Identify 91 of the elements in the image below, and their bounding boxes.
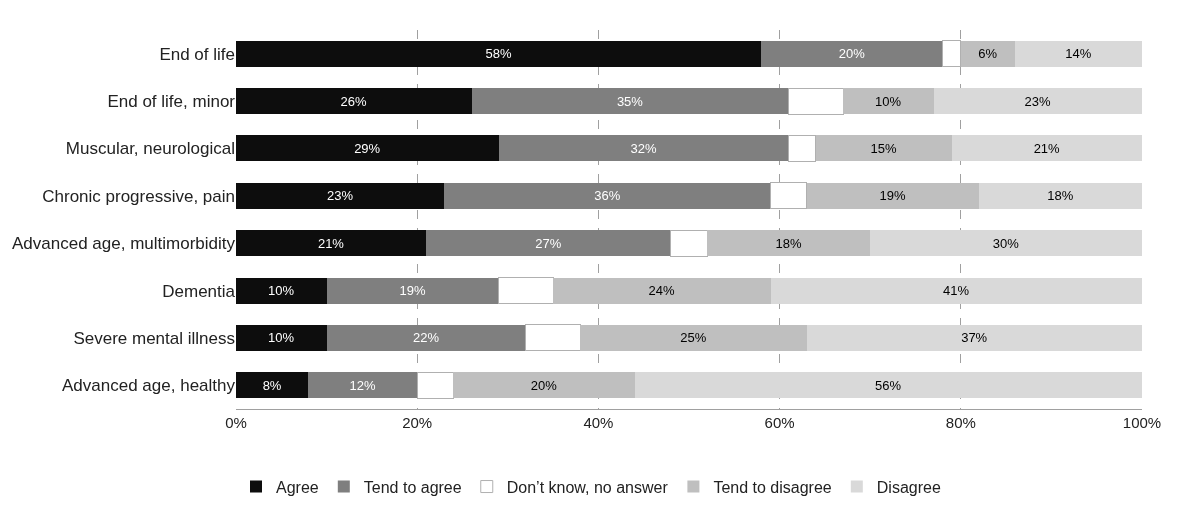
bar xyxy=(236,230,427,257)
data-label: 19% xyxy=(879,188,907,204)
data-label: 27% xyxy=(535,235,562,251)
data-label: 22% xyxy=(413,330,440,346)
bar xyxy=(471,88,789,115)
data-label: 12% xyxy=(349,377,377,393)
bar xyxy=(326,324,526,351)
data-label: 36% xyxy=(594,188,621,204)
bar xyxy=(498,135,789,162)
bar xyxy=(843,88,934,115)
bar xyxy=(806,324,1142,351)
legend-label: Tend to disagree xyxy=(713,478,832,496)
data-label: 10% xyxy=(268,330,295,346)
x-tick-label: 80% xyxy=(945,414,976,431)
bar xyxy=(236,88,472,115)
data-label: 25% xyxy=(680,330,707,346)
x-tick-label: 100% xyxy=(1122,414,1162,431)
bar xyxy=(498,277,554,305)
data-label: 20% xyxy=(838,46,866,62)
bar xyxy=(634,372,1142,399)
bar xyxy=(707,230,871,257)
bar xyxy=(236,135,499,162)
legend-label: Agree xyxy=(276,478,319,496)
bar xyxy=(416,371,454,399)
data-label: 18% xyxy=(1047,188,1074,204)
bar xyxy=(525,324,581,352)
data-label: 19% xyxy=(399,283,426,299)
bar xyxy=(426,230,671,257)
bar xyxy=(870,230,1142,257)
bar xyxy=(951,135,1142,162)
y-tick-label: Severe mental illness xyxy=(73,328,235,348)
x-tick-label: 60% xyxy=(764,414,795,431)
bar xyxy=(444,182,771,209)
bar xyxy=(453,372,635,399)
data-label: 23% xyxy=(1024,93,1052,109)
bar xyxy=(236,182,445,209)
data-label: 20% xyxy=(530,377,558,393)
y-tick-label: Dementia xyxy=(162,281,236,301)
data-label: 18% xyxy=(775,235,802,251)
legend-label: Tend to agree xyxy=(363,478,462,496)
bar xyxy=(788,87,844,115)
data-label: 10% xyxy=(875,93,902,109)
y-tick-label: Chronic progressive, pain xyxy=(42,186,235,206)
bar xyxy=(960,40,1016,67)
data-label: 32% xyxy=(630,140,657,156)
bar xyxy=(933,88,1142,115)
bar xyxy=(978,182,1142,209)
data-label: 21% xyxy=(1033,140,1061,156)
bar xyxy=(670,229,708,257)
data-label: 35% xyxy=(616,93,644,109)
data-label: 29% xyxy=(354,140,381,156)
bar xyxy=(942,40,962,68)
bar xyxy=(788,134,817,162)
y-tick-label: Muscular, neurological xyxy=(65,139,235,159)
y-tick-label: Advanced age, multimorbidity xyxy=(11,234,236,254)
data-label: 37% xyxy=(961,330,988,346)
bar xyxy=(553,277,771,304)
data-label: 24% xyxy=(648,283,676,299)
x-tick-label: 40% xyxy=(583,414,614,431)
data-label: 30% xyxy=(992,235,1020,251)
data-label: 26% xyxy=(340,93,368,109)
x-tick-label: 0% xyxy=(225,414,247,431)
bar xyxy=(1015,40,1142,67)
bar xyxy=(308,372,418,399)
data-label: 8% xyxy=(262,377,282,393)
bar xyxy=(236,324,327,351)
legend-label: Disagree xyxy=(876,478,941,496)
bar xyxy=(770,277,1142,304)
bar xyxy=(815,135,952,162)
y-tick-label: End of life, minor xyxy=(107,92,236,112)
data-label: 15% xyxy=(870,140,898,156)
y-tick-label: End of life xyxy=(159,44,235,64)
bar xyxy=(236,277,327,304)
data-label: 23% xyxy=(326,188,354,204)
bar xyxy=(761,40,943,67)
data-label: 41% xyxy=(943,283,970,299)
data-label: 21% xyxy=(317,235,345,251)
bar xyxy=(236,40,762,67)
x-tick-label: 20% xyxy=(402,414,433,431)
bar xyxy=(580,324,807,351)
y-tick-label: Advanced age, healthy xyxy=(62,376,236,396)
bar xyxy=(806,182,979,209)
bar xyxy=(326,277,499,304)
data-label: 14% xyxy=(1065,46,1092,62)
data-label: 56% xyxy=(875,377,902,393)
data-label: 6% xyxy=(978,46,998,62)
bar xyxy=(770,182,808,210)
legend-label: Don’t know, no answer xyxy=(506,478,669,496)
data-label: 58% xyxy=(485,46,512,62)
bar xyxy=(236,372,309,399)
data-label: 10% xyxy=(268,283,295,299)
